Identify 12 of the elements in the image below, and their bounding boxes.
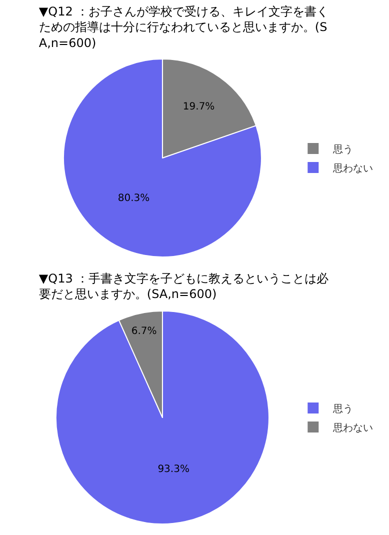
- data-label: 19.7%: [182, 101, 215, 112]
- legend-label: 思わない: [332, 422, 374, 434]
- data-label: 6.7%: [131, 326, 157, 337]
- pie-slice: [62, 58, 262, 258]
- chart-title: ▼Q13 ：手書き文字を子どもに教えるということは必要だと思いますか。(SA,n=600): [38, 272, 329, 302]
- legend-label: 思う: [332, 144, 354, 156]
- pie-slice: [55, 310, 270, 524]
- chart-title: ▼Q12 ：お子さんが学校で受ける、キレイ文字を書くための指導は十分に行なわれていると思いますか。(SA,n=600): [38, 4, 329, 50]
- legend-label: 思わない: [332, 163, 374, 174]
- data-label: 80.3%: [118, 192, 150, 204]
- legend-label: 思う: [332, 404, 354, 415]
- data-label: 93.3%: [158, 464, 190, 476]
